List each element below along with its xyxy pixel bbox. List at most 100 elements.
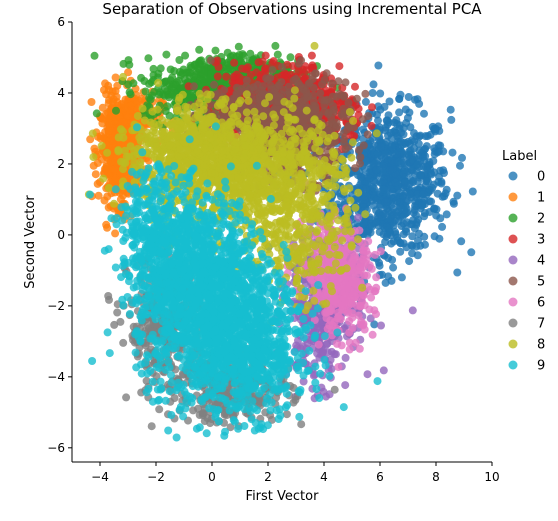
- data-point: [384, 111, 393, 120]
- data-point: [412, 218, 421, 227]
- data-point: [400, 165, 409, 174]
- data-point: [409, 208, 418, 217]
- data-point: [326, 316, 335, 325]
- data-point: [381, 198, 390, 207]
- data-point: [243, 63, 252, 72]
- data-point: [458, 153, 466, 162]
- data-point: [373, 149, 382, 158]
- data-point: [367, 121, 376, 130]
- data-point: [355, 226, 364, 235]
- data-point: [387, 156, 396, 165]
- data-point: [116, 317, 125, 326]
- data-point: [341, 145, 350, 153]
- data-point: [433, 189, 442, 198]
- data-point: [350, 289, 358, 298]
- data-point: [359, 219, 368, 228]
- data-point: [189, 82, 198, 91]
- data-point: [386, 228, 395, 237]
- data-point: [356, 301, 365, 310]
- data-point: [261, 51, 270, 60]
- data-point: [363, 130, 372, 139]
- data-point: [401, 105, 410, 114]
- chart-title: Separation of Observations using Increme…: [102, 0, 482, 18]
- data-point: [420, 200, 429, 209]
- data-point: [297, 56, 306, 65]
- data-point: [122, 393, 131, 402]
- data-point: [341, 78, 350, 87]
- data-point: [141, 87, 150, 96]
- data-point: [416, 171, 425, 180]
- data-point: [355, 344, 364, 353]
- data-point: [386, 166, 394, 175]
- data-point: [118, 118, 126, 127]
- data-point: [335, 90, 344, 99]
- data-point: [442, 210, 451, 219]
- data-point: [410, 197, 419, 206]
- data-point: [410, 137, 419, 146]
- data-point: [297, 420, 306, 429]
- data-point: [366, 228, 375, 237]
- data-point: [160, 77, 169, 86]
- data-point: [467, 248, 476, 257]
- data-point: [408, 177, 417, 186]
- data-point: [428, 183, 437, 192]
- data-point: [316, 89, 325, 98]
- data-point: [389, 263, 398, 272]
- data-point: [456, 161, 464, 170]
- data-point: [457, 237, 466, 246]
- data-point: [406, 190, 415, 199]
- data-point: [195, 45, 204, 54]
- data-point: [286, 53, 295, 62]
- data-point: [395, 108, 404, 117]
- data-point: [268, 65, 277, 74]
- data-point: [372, 283, 381, 292]
- data-point: [372, 310, 380, 319]
- data-point: [125, 106, 134, 114]
- data-point: [353, 171, 362, 180]
- data-point: [422, 142, 431, 151]
- data-point: [368, 89, 377, 97]
- data-point: [190, 61, 199, 70]
- data-point: [206, 73, 215, 82]
- data-point: [364, 237, 373, 246]
- data-point: [408, 306, 417, 315]
- data-point: [430, 150, 439, 159]
- data-point: [340, 135, 349, 144]
- data-point: [103, 223, 112, 232]
- data-point: [211, 46, 220, 55]
- data-point: [308, 71, 317, 80]
- data-point: [368, 222, 377, 231]
- data-point: [448, 148, 457, 157]
- data-point: [175, 76, 183, 85]
- data-point: [119, 338, 128, 347]
- data-point: [367, 264, 376, 273]
- data-point: [186, 68, 195, 77]
- data-point: [468, 187, 477, 196]
- data-point: [356, 320, 365, 329]
- data-point: [446, 105, 455, 114]
- data-point: [380, 102, 389, 111]
- data-point: [376, 143, 385, 152]
- data-point: [381, 149, 389, 158]
- data-point: [394, 157, 403, 166]
- data-point: [351, 164, 360, 173]
- data-point: [176, 84, 185, 92]
- data-point: [170, 394, 179, 403]
- data-point: [406, 220, 415, 229]
- data-point: [213, 72, 222, 81]
- data-point: [387, 239, 396, 248]
- data-point: [260, 65, 269, 73]
- data-point: [360, 195, 369, 204]
- data-point: [363, 177, 372, 186]
- data-point: [372, 195, 381, 204]
- data-point: [419, 190, 428, 198]
- data-point: [113, 308, 122, 317]
- data-point: [330, 385, 339, 394]
- data-point: [420, 109, 428, 118]
- data-point: [318, 95, 326, 104]
- data-point: [111, 229, 120, 238]
- data-point: [375, 261, 384, 270]
- data-point: [432, 211, 441, 220]
- data-point: [453, 268, 462, 277]
- data-point: [239, 51, 248, 60]
